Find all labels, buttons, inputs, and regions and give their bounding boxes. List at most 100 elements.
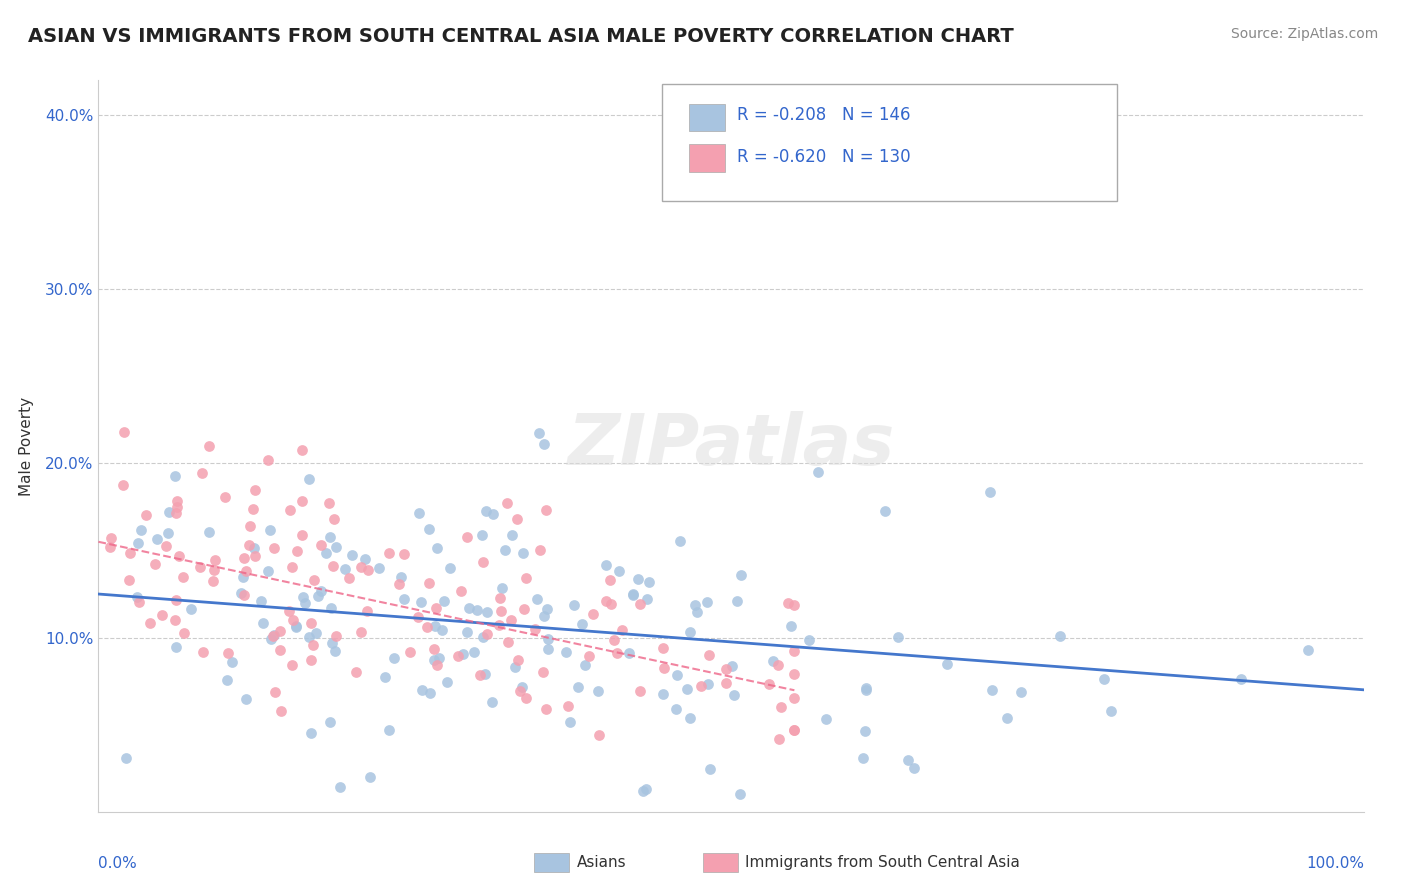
Point (166, 494, 188, 508)
Point (595, 594, 617, 608)
Point (357, 564, 380, 578)
Point (252, 616, 274, 631)
Point (173, 626, 195, 640)
Point (172, 570, 194, 584)
Point (606, 646, 628, 660)
Point (281, 658, 304, 673)
Point (257, 453, 280, 467)
Point (475, 627, 498, 641)
Point (783, 643, 806, 657)
Point (197, 439, 219, 453)
Point (728, 787, 751, 801)
Point (783, 690, 806, 705)
Text: R = -0.208   N = 146: R = -0.208 N = 146 (737, 106, 911, 124)
Point (770, 700, 793, 714)
Point (309, 538, 332, 552)
Point (602, 632, 624, 647)
Point (631, 783, 654, 797)
Point (489, 604, 512, 618)
Point (474, 666, 496, 681)
Point (665, 701, 688, 715)
Point (471, 630, 494, 644)
Point (128, 595, 150, 609)
Point (305, 625, 328, 640)
Point (156, 526, 179, 541)
Text: R = -0.620   N = 130: R = -0.620 N = 130 (737, 148, 911, 166)
Point (245, 549, 267, 564)
Point (471, 527, 494, 541)
Point (257, 564, 280, 578)
Point (495, 542, 517, 557)
Point (344, 665, 367, 679)
Point (165, 613, 187, 627)
Point (120, 546, 142, 560)
Point (799, 632, 821, 647)
Point (285, 619, 308, 633)
Point (100, 531, 122, 545)
Point (309, 584, 332, 599)
Point (456, 530, 478, 544)
Text: Asians: Asians (576, 855, 626, 870)
FancyBboxPatch shape (661, 84, 1118, 201)
Y-axis label: Male Poverty: Male Poverty (18, 396, 34, 496)
Point (560, 714, 582, 729)
Point (285, 620, 308, 634)
Point (515, 691, 537, 706)
Point (299, 616, 322, 631)
Point (202, 574, 225, 588)
Point (422, 642, 444, 657)
Point (217, 673, 239, 687)
Point (145, 532, 167, 546)
Point (423, 619, 446, 633)
Point (588, 728, 610, 742)
Point (595, 558, 617, 573)
Point (617, 646, 640, 660)
Point (270, 704, 292, 718)
Point (1230, 673, 1253, 687)
Point (378, 723, 401, 737)
Point (422, 653, 444, 667)
Point (783, 667, 806, 681)
Point (886, 630, 908, 644)
Point (621, 586, 644, 600)
Point (243, 541, 266, 556)
Point (683, 598, 706, 612)
Point (278, 503, 301, 517)
Point (679, 711, 702, 725)
Point (418, 575, 440, 590)
Text: ZIPatlas: ZIPatlas (568, 411, 894, 481)
Point (496, 635, 519, 649)
Point (411, 683, 433, 698)
Point (768, 731, 790, 746)
Point (638, 574, 661, 589)
Point (1099, 704, 1122, 718)
Point (243, 483, 266, 497)
Point (578, 648, 600, 663)
Point (337, 571, 360, 585)
Point (503, 660, 526, 674)
Point (783, 723, 806, 737)
Point (555, 645, 578, 659)
Point (465, 603, 488, 617)
Point (506, 653, 529, 667)
Point (406, 609, 429, 624)
Point (232, 570, 254, 584)
Point (214, 490, 236, 504)
Point (374, 670, 396, 684)
Point (388, 577, 411, 591)
Point (995, 711, 1018, 725)
Point (628, 598, 651, 612)
Point (204, 553, 226, 567)
Point (853, 724, 876, 739)
Point (398, 645, 420, 659)
Point (302, 638, 325, 652)
Point (292, 590, 315, 604)
Point (636, 592, 658, 607)
Point (233, 551, 256, 566)
Point (323, 512, 346, 526)
Point (574, 657, 596, 672)
Text: 100.0%: 100.0% (1306, 855, 1364, 871)
Point (263, 685, 285, 699)
Point (523, 623, 546, 637)
Point (325, 629, 347, 643)
